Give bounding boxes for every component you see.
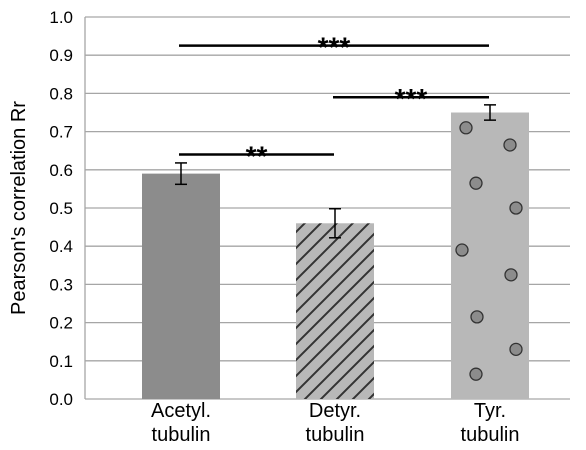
y-axis-title: Pearson's correlation Rr	[8, 101, 30, 315]
bars	[142, 112, 529, 399]
y-tick-label: 0.6	[49, 161, 73, 180]
significance-label: ***	[318, 32, 351, 63]
x-category-label: tubulin	[306, 424, 365, 446]
bar-dot	[470, 310, 484, 324]
bar-dot	[504, 268, 518, 282]
significance-label: ***	[395, 83, 428, 114]
y-tick-label: 0.4	[49, 237, 73, 256]
y-tick-label: 0.2	[49, 314, 73, 333]
bar-dot	[469, 176, 483, 190]
significance-label: **	[246, 141, 268, 172]
significance-brackets: ********	[179, 32, 489, 172]
x-category-label: Detyr.	[309, 400, 361, 422]
x-category-label: Tyr.	[474, 400, 506, 422]
bar	[296, 223, 374, 399]
y-tick-label: 0.3	[49, 275, 73, 294]
bar-dot	[509, 342, 523, 356]
y-tick-label: 0.8	[49, 84, 73, 103]
x-category-label: Acetyl.	[151, 400, 211, 422]
error-bars	[175, 104, 496, 239]
y-tick-label: 0.5	[49, 199, 73, 218]
y-axis-ticks: 0.0 0.1 0.2 0.3 0.4 0.5 0.6 0.7 0.8 0.9 1.0	[49, 8, 73, 409]
bar-dot	[459, 121, 473, 135]
y-tick-label: 0.7	[49, 123, 73, 142]
bar	[142, 173, 220, 399]
y-tick-label: 1.0	[49, 8, 73, 27]
bar-dot	[509, 201, 523, 215]
y-tick-label: 0.1	[49, 352, 73, 371]
x-category-label: tubulin	[152, 424, 211, 446]
x-category-label: tubulin	[461, 424, 520, 446]
y-tick-label: 0.0	[49, 390, 73, 409]
bar-dot	[455, 243, 469, 257]
bar-dot	[503, 138, 517, 152]
y-tick-label: 0.9	[49, 46, 73, 65]
bar-dot	[469, 367, 483, 381]
